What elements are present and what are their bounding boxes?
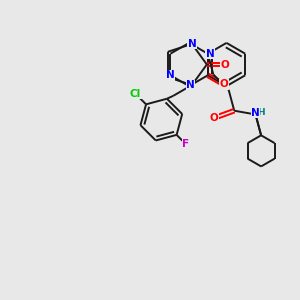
Text: H: H xyxy=(257,109,265,118)
Text: O: O xyxy=(210,113,218,123)
Text: N: N xyxy=(206,49,214,59)
Text: Cl: Cl xyxy=(130,88,141,99)
Text: N: N xyxy=(186,80,195,90)
Text: N: N xyxy=(166,70,175,80)
Text: N: N xyxy=(188,39,196,49)
Text: O: O xyxy=(219,80,228,89)
Text: F: F xyxy=(182,139,189,149)
Text: N: N xyxy=(251,108,260,118)
Text: O: O xyxy=(221,59,230,70)
